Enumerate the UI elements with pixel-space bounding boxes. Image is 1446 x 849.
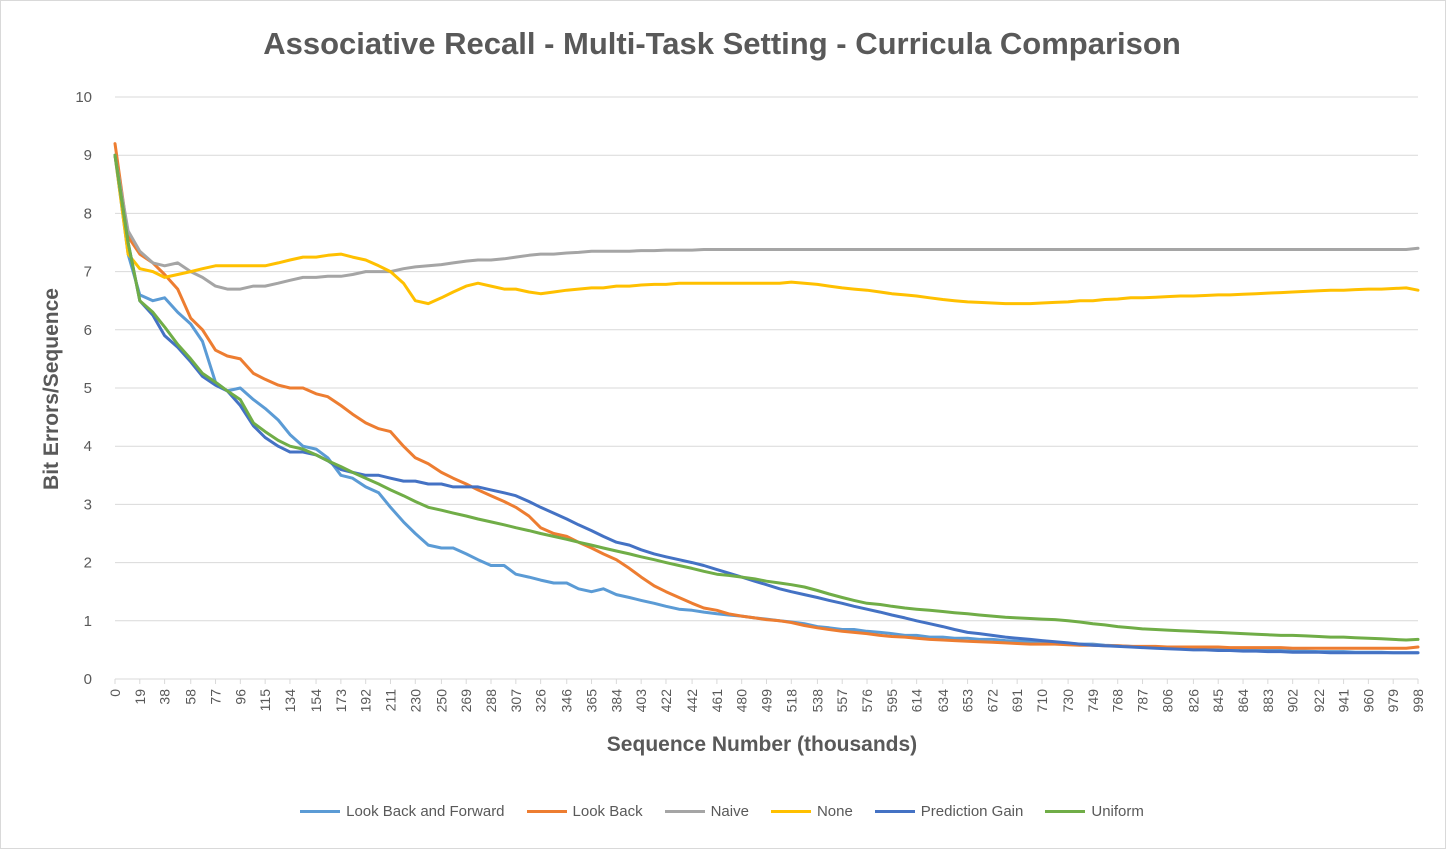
y-tick-label: 1 bbox=[84, 613, 92, 630]
x-tick-label: 672 bbox=[984, 689, 1000, 713]
legend-label: Look Back bbox=[572, 803, 643, 820]
x-tick-label: 538 bbox=[809, 689, 825, 713]
x-tick-label: 250 bbox=[433, 689, 449, 713]
legend-item: Look Back and Forward bbox=[300, 803, 505, 820]
chart-title: Associative Recall - Multi-Task Setting … bbox=[263, 26, 1181, 61]
legend-swatch bbox=[1045, 810, 1086, 813]
y-tick-label: 9 bbox=[84, 147, 92, 164]
x-tick-label: 192 bbox=[358, 689, 374, 713]
legend-swatch bbox=[664, 810, 705, 813]
legend: Look Back and Forward Look Back Naive None P… bbox=[0, 803, 1444, 820]
x-axis-label: Sequence Number (thousands) bbox=[606, 733, 918, 756]
x-tick-label: 634 bbox=[935, 689, 951, 713]
x-tick-label: 326 bbox=[533, 689, 549, 713]
legend-swatch bbox=[526, 810, 567, 813]
x-tick-label: 403 bbox=[633, 689, 649, 713]
legend-label: Naive bbox=[710, 803, 749, 820]
x-tick-label: 442 bbox=[684, 689, 700, 713]
x-tick-label: 576 bbox=[859, 689, 875, 713]
y-axis-ticks: 0 1 2 3 4 5 6 7 8 9 10 bbox=[75, 89, 92, 688]
x-tick-label: 19 bbox=[132, 689, 148, 705]
x-tick-label: 518 bbox=[783, 689, 799, 713]
x-tick-label: 365 bbox=[584, 689, 600, 713]
legend-label: None bbox=[816, 803, 853, 820]
legend-label: Prediction Gain bbox=[920, 803, 1024, 820]
series-line-none bbox=[113, 153, 1420, 306]
x-tick-label: 883 bbox=[1260, 689, 1276, 713]
gridlines bbox=[115, 96, 1418, 680]
x-tick-label: 691 bbox=[1009, 689, 1025, 713]
x-tick-label: 461 bbox=[709, 689, 725, 713]
y-tick-label: 8 bbox=[84, 205, 92, 222]
x-tick-label: 0 bbox=[107, 689, 123, 697]
y-tick-label: 3 bbox=[84, 496, 92, 513]
y-tick-label: 4 bbox=[84, 438, 92, 455]
x-tick-label: 173 bbox=[333, 689, 349, 713]
y-tick-label: 10 bbox=[75, 89, 92, 106]
legend-label: Uniform bbox=[1091, 803, 1144, 820]
x-tick-label: 768 bbox=[1110, 689, 1126, 713]
x-tick-label: 38 bbox=[157, 689, 173, 705]
series-line-uniform bbox=[113, 153, 1420, 642]
x-tick-label: 941 bbox=[1336, 689, 1352, 713]
x-tick-label: 826 bbox=[1185, 689, 1201, 713]
y-tick-label: 5 bbox=[84, 380, 92, 397]
legend-label: Look Back and Forward bbox=[346, 803, 505, 820]
x-tick-label: 288 bbox=[483, 689, 499, 713]
series-line-prediction-gain bbox=[113, 153, 1420, 655]
x-tick-label: 307 bbox=[508, 689, 524, 713]
x-tick-label: 96 bbox=[232, 689, 248, 705]
series-line-naive bbox=[113, 153, 1420, 291]
x-tick-label: 653 bbox=[960, 689, 976, 713]
series-line-look-back-and-forward bbox=[113, 153, 1420, 655]
x-tick-label: 384 bbox=[608, 689, 624, 713]
y-tick-label: 0 bbox=[84, 671, 92, 688]
x-tick-label: 480 bbox=[734, 689, 750, 713]
x-tick-label: 960 bbox=[1360, 689, 1376, 713]
legend-item: Naive bbox=[664, 803, 749, 820]
x-tick-label: 922 bbox=[1311, 689, 1327, 713]
x-tick-label: 730 bbox=[1060, 689, 1076, 713]
series-lines bbox=[113, 142, 1420, 655]
x-tick-label: 595 bbox=[884, 689, 900, 713]
x-tick-label: 58 bbox=[183, 689, 199, 705]
y-tick-label: 6 bbox=[84, 322, 92, 339]
x-tick-label: 230 bbox=[407, 689, 423, 713]
x-tick-label: 269 bbox=[458, 689, 474, 713]
x-tick-label: 154 bbox=[308, 689, 324, 713]
x-tick-label: 346 bbox=[559, 689, 575, 713]
x-tick-label: 979 bbox=[1385, 689, 1401, 713]
x-tick-label: 998 bbox=[1410, 689, 1426, 713]
legend-item: Uniform bbox=[1045, 803, 1144, 820]
x-tick-label: 806 bbox=[1159, 689, 1175, 713]
x-tick-label: 115 bbox=[257, 689, 273, 712]
x-tick-label: 749 bbox=[1085, 689, 1101, 713]
y-tick-label: 7 bbox=[84, 264, 92, 281]
x-tick-label: 845 bbox=[1210, 689, 1226, 713]
x-tick-label: 864 bbox=[1235, 689, 1251, 713]
legend-item: None bbox=[770, 803, 853, 820]
y-tick-label: 2 bbox=[84, 555, 92, 572]
x-tick-label: 211 bbox=[382, 689, 398, 712]
x-tick-label: 710 bbox=[1034, 689, 1050, 713]
legend-item: Look Back bbox=[526, 803, 643, 820]
legend-item: Prediction Gain bbox=[874, 803, 1024, 820]
x-tick-label: 614 bbox=[909, 689, 925, 713]
x-tick-label: 902 bbox=[1285, 689, 1301, 713]
x-tick-label: 77 bbox=[208, 689, 224, 705]
legend-swatch bbox=[770, 810, 811, 813]
x-tick-label: 422 bbox=[658, 689, 674, 713]
x-axis-ticks: 0 19 38 58 77 96 115 134 154 173 192 211 230 250 269 28… bbox=[107, 679, 1426, 712]
series-line-look-back bbox=[113, 142, 1420, 650]
x-tick-label: 134 bbox=[282, 689, 298, 713]
x-tick-label: 557 bbox=[834, 689, 850, 713]
x-tick-label: 787 bbox=[1135, 689, 1151, 713]
legend-swatch bbox=[300, 810, 341, 813]
x-tick-label: 499 bbox=[759, 689, 775, 713]
legend-swatch bbox=[874, 810, 915, 813]
